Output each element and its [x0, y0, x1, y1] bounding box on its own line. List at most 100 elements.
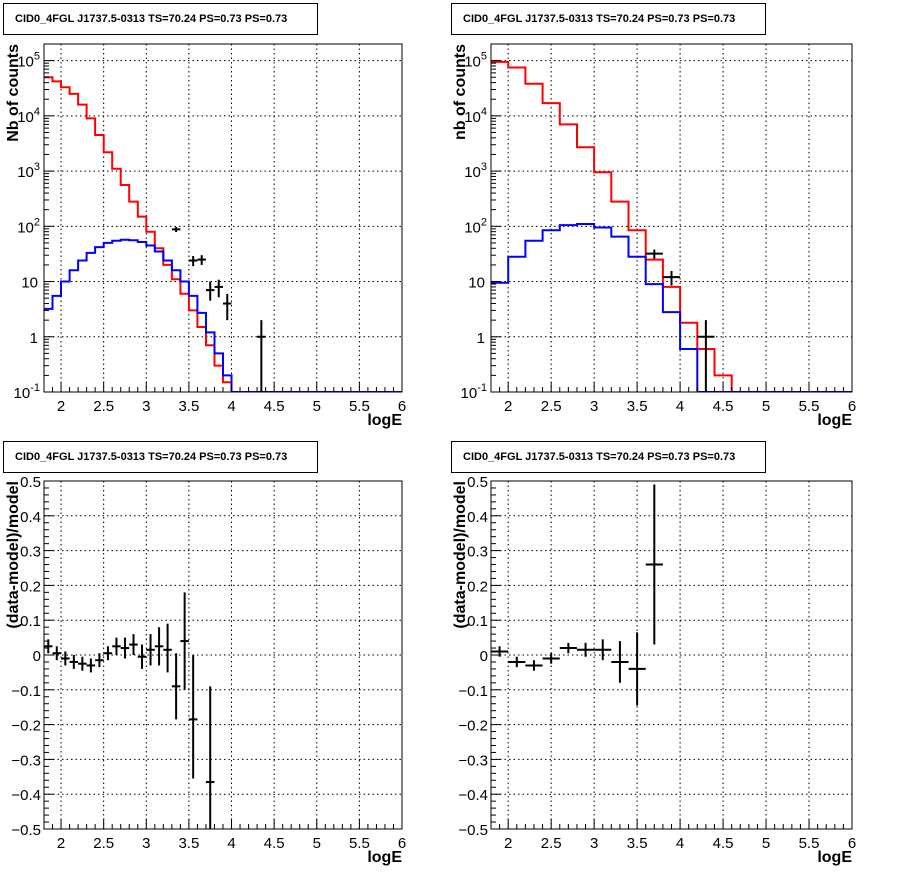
- y-tick-label: −0.3: [458, 752, 488, 769]
- x-axis-label: logE: [817, 412, 852, 429]
- x-axis-label: logE: [817, 849, 852, 866]
- plot-frame: [490, 43, 853, 393]
- x-tick-label: 4: [227, 398, 235, 415]
- x-axis-label: logE: [367, 849, 402, 866]
- y-tick-label: 102: [464, 216, 487, 236]
- panel-2: 2 2.5 3 3.5 4 4.5 5 5.5 6 10-1 1 10 102 103 104 105 logE…: [452, 43, 856, 429]
- data-point: [645, 484, 663, 645]
- x-tick-label: 4.5: [713, 398, 734, 415]
- data-point: [594, 639, 612, 661]
- panel-1: 2 2.5 3 3.5 4 4.5 5 5.5 6 10-1 1 10 102 103 104 105 logE…: [5, 43, 406, 429]
- panel-4-title: CID0_4FGL J1737.5-0313 TS=70.24 PS=0.73 …: [451, 441, 766, 473]
- data-point: [188, 655, 198, 779]
- data-point: [61, 651, 70, 666]
- data-point: [69, 655, 79, 669]
- x-tick-label: 5: [313, 835, 321, 852]
- model-total-histogram: [44, 76, 402, 392]
- y-tick-label: 10: [468, 275, 485, 292]
- x-tick-label: 3: [590, 835, 598, 852]
- x-tick-label: 3.5: [627, 398, 648, 415]
- x-tick-label: 3: [142, 398, 150, 415]
- data-point: [171, 653, 181, 720]
- y-tick-label: 0.5: [20, 474, 41, 491]
- y-tick-label: 1: [477, 330, 485, 347]
- y-tick-label: −0.5: [11, 822, 41, 839]
- plot-frame: [43, 43, 403, 393]
- y-axis-label: (data-model)/model: [5, 481, 22, 629]
- x-tick-label: 6: [398, 398, 406, 415]
- y-tick-label: −0.4: [11, 787, 41, 804]
- y-tick-label: 10-1: [461, 382, 487, 402]
- y-tick-label: −0.3: [11, 752, 41, 769]
- panel-4: 2 2.5 3 3.5 4 4.5 5 5.5 6 −0.5 −0.4 −0.3 −0.2 −0.1 0 0.…: [452, 474, 856, 866]
- y-axis-label: Nb of counts: [5, 44, 22, 142]
- x-tick-label: 4: [676, 835, 684, 852]
- data-point: [645, 249, 663, 259]
- x-tick-label: 3: [142, 835, 150, 852]
- x-tick-label: 2: [57, 835, 65, 852]
- plot-frame: [43, 480, 403, 830]
- data-point: [78, 656, 87, 671]
- data-point: [188, 256, 198, 267]
- y-tick-label: 0.5: [467, 474, 488, 491]
- x-tick-label: 5.5: [799, 398, 820, 415]
- y-tick-label: 0.4: [467, 509, 488, 526]
- x-tick-label: 5.5: [349, 835, 370, 852]
- data-point: [44, 639, 53, 654]
- data-point: [129, 634, 138, 655]
- y-tick-label: 10: [21, 275, 38, 292]
- y-tick-label: 103: [464, 161, 487, 181]
- data-point: [146, 634, 155, 666]
- y-axis-label: nb of counts: [452, 44, 469, 140]
- panel-2-title: CID0_4FGL J1737.5-0313 TS=70.24 PS=0.73 …: [451, 3, 766, 35]
- data-point: [257, 320, 266, 392]
- y-tick-label: −0.2: [11, 718, 41, 735]
- x-tick-label: 4: [676, 398, 684, 415]
- y-tick-label: 0.2: [20, 578, 41, 595]
- data-point: [628, 632, 646, 706]
- data-point: [508, 656, 526, 668]
- x-tick-label: 6: [848, 398, 856, 415]
- data-point: [223, 293, 232, 321]
- panel-1-title: CID0_4FGL J1737.5-0313 TS=70.24 PS=0.73 …: [3, 3, 318, 35]
- data-point: [205, 686, 215, 829]
- y-tick-label: 1: [30, 330, 38, 347]
- data-point: [112, 637, 121, 655]
- y-tick-label: 0.1: [20, 613, 41, 630]
- y-tick-label: 0.1: [467, 613, 488, 630]
- data-point: [163, 623, 172, 673]
- x-tick-label: 2: [57, 398, 65, 415]
- data-point: [171, 227, 181, 232]
- x-tick-label: 2.5: [541, 835, 562, 852]
- y-tick-label: 0.2: [467, 578, 488, 595]
- data-point: [154, 627, 164, 666]
- x-tick-label: 5: [762, 398, 770, 415]
- model-source-histogram: [491, 223, 852, 392]
- x-axis-label: logE: [367, 412, 402, 429]
- y-axis-label: (data-model)/model: [452, 481, 469, 629]
- y-tick-label: −0.2: [458, 718, 488, 735]
- plot-area: [44, 592, 215, 829]
- data-point: [103, 646, 113, 661]
- x-tick-label: 5.5: [799, 835, 820, 852]
- y-tick-label: −0.4: [458, 787, 488, 804]
- x-tick-label: 6: [848, 835, 856, 852]
- x-tick-label: 4.5: [713, 835, 734, 852]
- y-tick-label: 104: [464, 106, 487, 126]
- x-tick-label: 2.5: [541, 398, 562, 415]
- data-point: [205, 281, 215, 301]
- x-tick-label: 3: [590, 398, 598, 415]
- x-tick-label: 3.5: [178, 398, 199, 415]
- data-point: [559, 642, 577, 654]
- y-tick-label: −0.1: [11, 683, 41, 700]
- y-tick-label: 0.3: [20, 544, 41, 561]
- data-point: [525, 660, 543, 671]
- model-total-histogram: [491, 60, 852, 392]
- y-tick-label: 105: [17, 51, 40, 71]
- x-tick-label: 5.5: [349, 398, 370, 415]
- y-tick-label: 105: [464, 51, 487, 71]
- x-tick-label: 2.5: [93, 398, 114, 415]
- data-point: [542, 653, 560, 664]
- x-tick-label: 5: [313, 398, 321, 415]
- y-tick-label: 10-1: [14, 382, 40, 402]
